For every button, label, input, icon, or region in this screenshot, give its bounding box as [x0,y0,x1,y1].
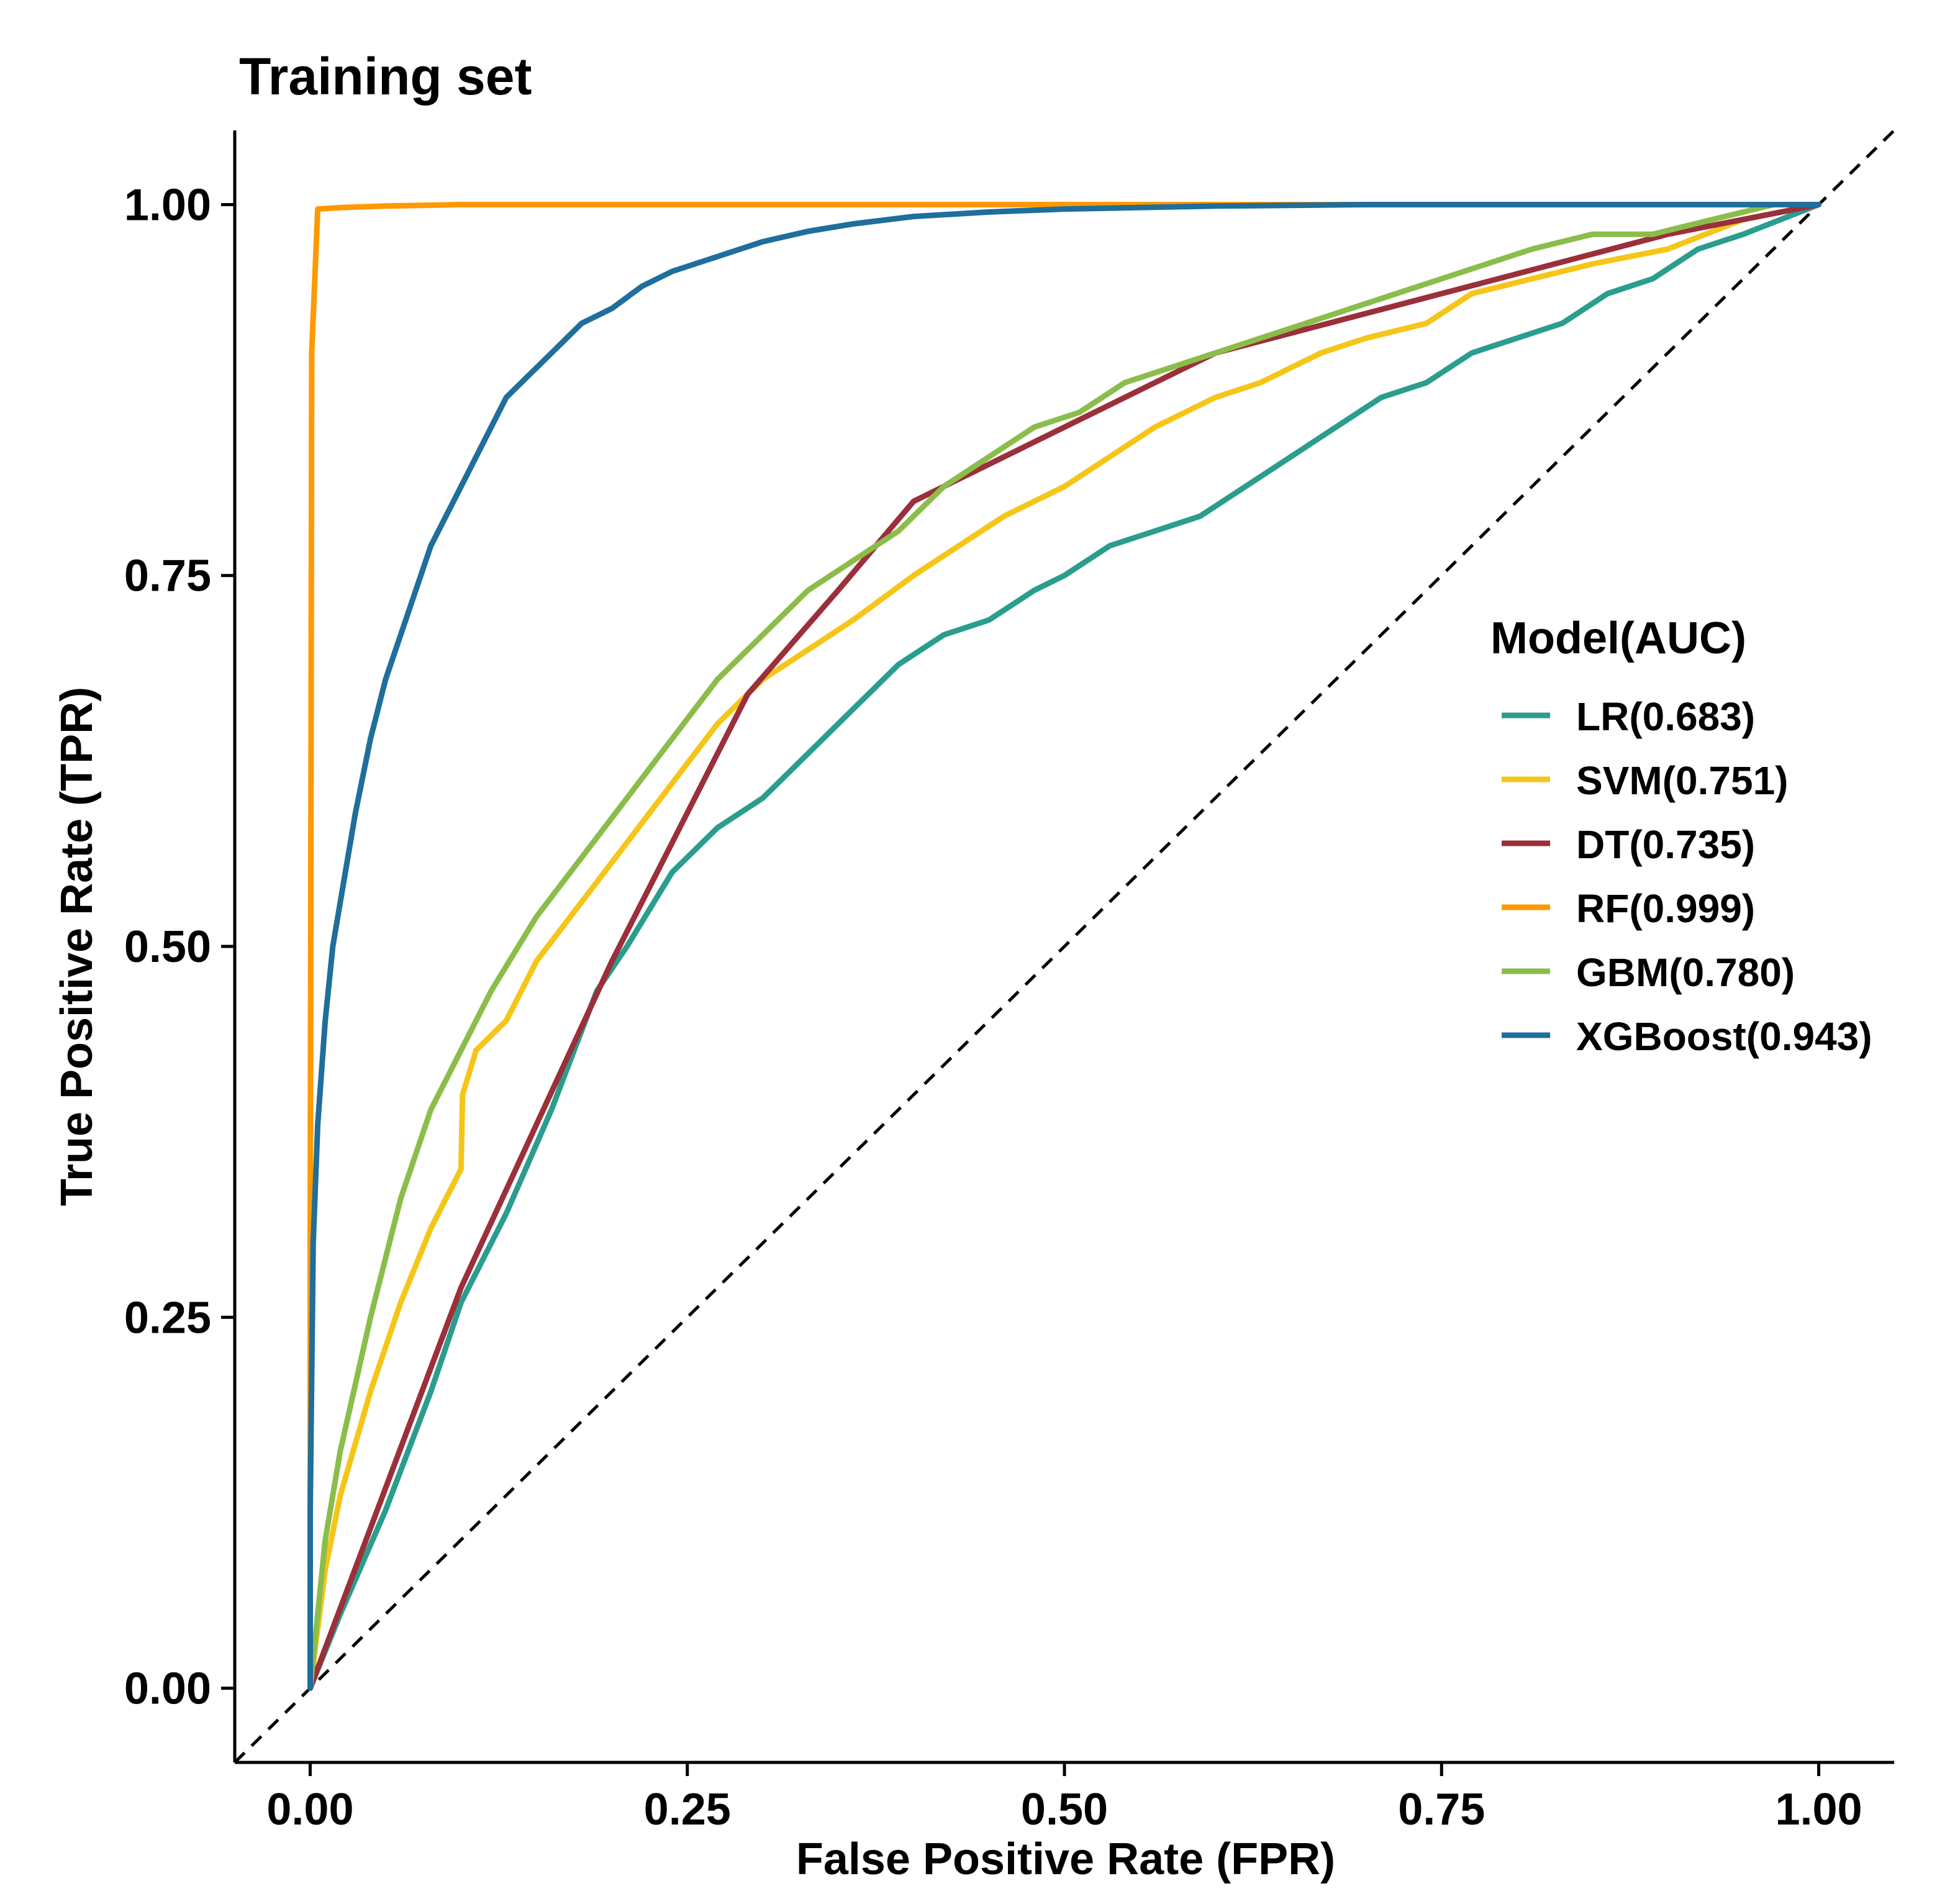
y-tick-label: 0.50 [124,922,211,972]
x-tick-label: 0.75 [1398,1785,1485,1834]
legend-label: DT(0.735) [1576,822,1755,867]
y-tick-label: 0.25 [124,1293,211,1343]
series-line-xgboost [307,202,1821,1691]
x-tick-label: 0.25 [644,1785,731,1834]
series-line-svm [307,202,1821,1691]
x-tick-label: 1.00 [1775,1785,1862,1834]
series-line-gbm [307,202,1821,1691]
legend-label: LR(0.683) [1576,694,1755,739]
legend-label: XGBoost(0.943) [1576,1014,1872,1059]
x-tick-label: 0.00 [266,1785,353,1834]
plot-area [234,129,1895,1764]
y-axis-title: True Positive Rate (TPR) [52,687,102,1206]
reference-diagonal-line [234,129,1895,1764]
x-tick-label: 0.50 [1021,1785,1108,1834]
legend-label: RF(0.999) [1576,886,1755,931]
y-tick-label: 1.00 [124,180,211,230]
x-axis-title: False Positive Rate (FPR) [796,1834,1335,1884]
y-axis-ticks: 0.00 0.25 0.50 0.75 1.00 [124,180,235,1714]
x-axis-ticks: 0.00 0.25 0.50 0.75 1.00 [266,1762,1862,1834]
legend-label: GBM(0.780) [1576,950,1795,995]
series-line-rf [307,202,1821,1691]
y-tick-label: 0.75 [124,551,211,601]
y-tick-label: 0.00 [124,1664,211,1714]
legend-label: SVM(0.751) [1576,758,1788,803]
chart-title: Training set [239,47,532,106]
legend-title: Model(AUC) [1490,614,1746,663]
legend: Model(AUC) LR(0.683) SVM(0.751) DT(0.735) R… [1490,614,1872,1059]
series-line-lr [307,202,1821,1691]
